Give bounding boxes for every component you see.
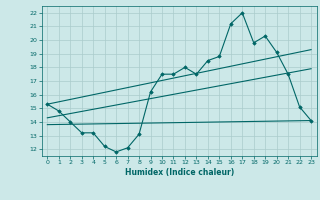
X-axis label: Humidex (Indice chaleur): Humidex (Indice chaleur) xyxy=(124,168,234,177)
